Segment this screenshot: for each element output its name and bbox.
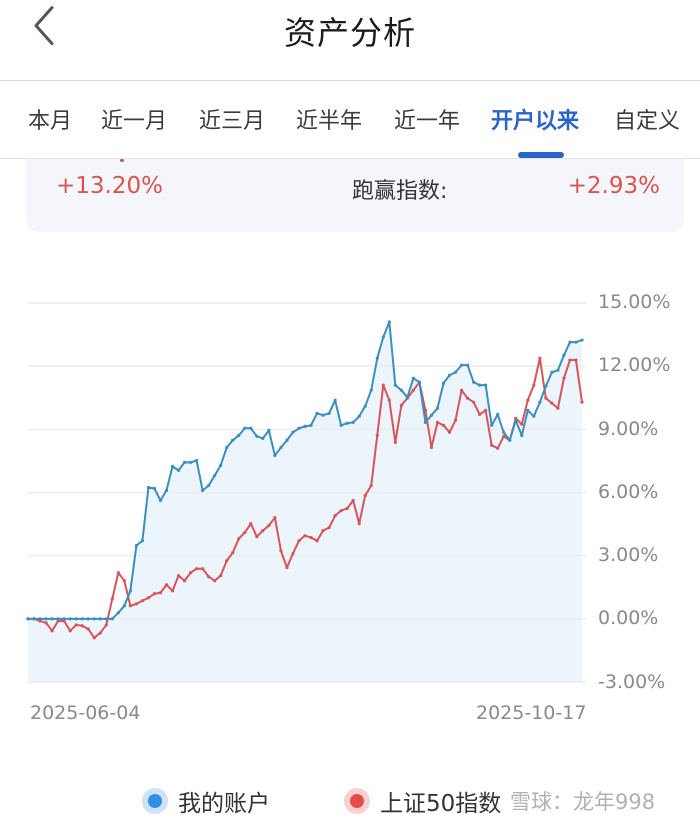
legend-dot-icon xyxy=(142,788,168,814)
tab-last-half-year[interactable]: 近半年 xyxy=(296,109,363,134)
tab-last-month[interactable]: 近一月 xyxy=(101,109,168,134)
y-tick-label: 3.00% xyxy=(598,544,659,566)
watermark: 雪球：龙年998 xyxy=(510,790,656,814)
back-button[interactable] xyxy=(28,6,68,50)
legend-dot-icon xyxy=(344,788,370,814)
active-tab-indicator xyxy=(518,152,564,158)
outperform-label: 跑赢指数: xyxy=(352,179,448,204)
legend-item-sse50[interactable]: 上证50指数 xyxy=(344,784,501,818)
tab-custom[interactable]: 自定义 xyxy=(614,109,681,134)
period-tabs: 本月 近一月 近三月 近半年 近一年 开户以来 自定义 xyxy=(0,81,700,159)
return-line-chart[interactable] xyxy=(0,280,700,730)
x-tick-end: 2025-10-17 xyxy=(476,702,587,724)
chart-legend: 我的账户 上证50指数 xyxy=(0,784,700,820)
outperform-value: +2.93% xyxy=(567,173,660,199)
nav-bar: 资产分析 xyxy=(0,0,700,80)
tab-this-month[interactable]: 本月 xyxy=(28,109,73,134)
y-tick-label: 12.00% xyxy=(598,354,671,376)
account-return-value: +13.20% xyxy=(56,173,163,199)
x-tick-start: 2025-06-04 xyxy=(30,702,141,724)
summary-card: +13.20% 跑赢指数: +2.93% xyxy=(26,159,684,232)
y-tick-label: 0.00% xyxy=(598,607,659,629)
legend-item-my-account[interactable]: 我的账户 xyxy=(142,784,270,818)
y-tick-label: 6.00% xyxy=(598,481,659,503)
tab-since-opening[interactable]: 开户以来 xyxy=(491,109,580,134)
y-tick-label: 15.00% xyxy=(598,291,671,313)
chevron-left-icon xyxy=(34,6,54,46)
y-tick-label: -3.00% xyxy=(598,671,666,693)
tabs-divider xyxy=(0,158,700,159)
legend-label: 我的账户 xyxy=(178,791,270,817)
tab-last-3-months[interactable]: 近三月 xyxy=(199,109,266,134)
tab-last-year[interactable]: 近一年 xyxy=(394,109,461,134)
y-tick-label: 9.00% xyxy=(598,418,659,440)
page-title: 资产分析 xyxy=(283,14,416,52)
legend-label: 上证50指数 xyxy=(380,791,502,817)
clipped-label-fragment xyxy=(120,159,124,162)
header-divider xyxy=(0,80,700,81)
